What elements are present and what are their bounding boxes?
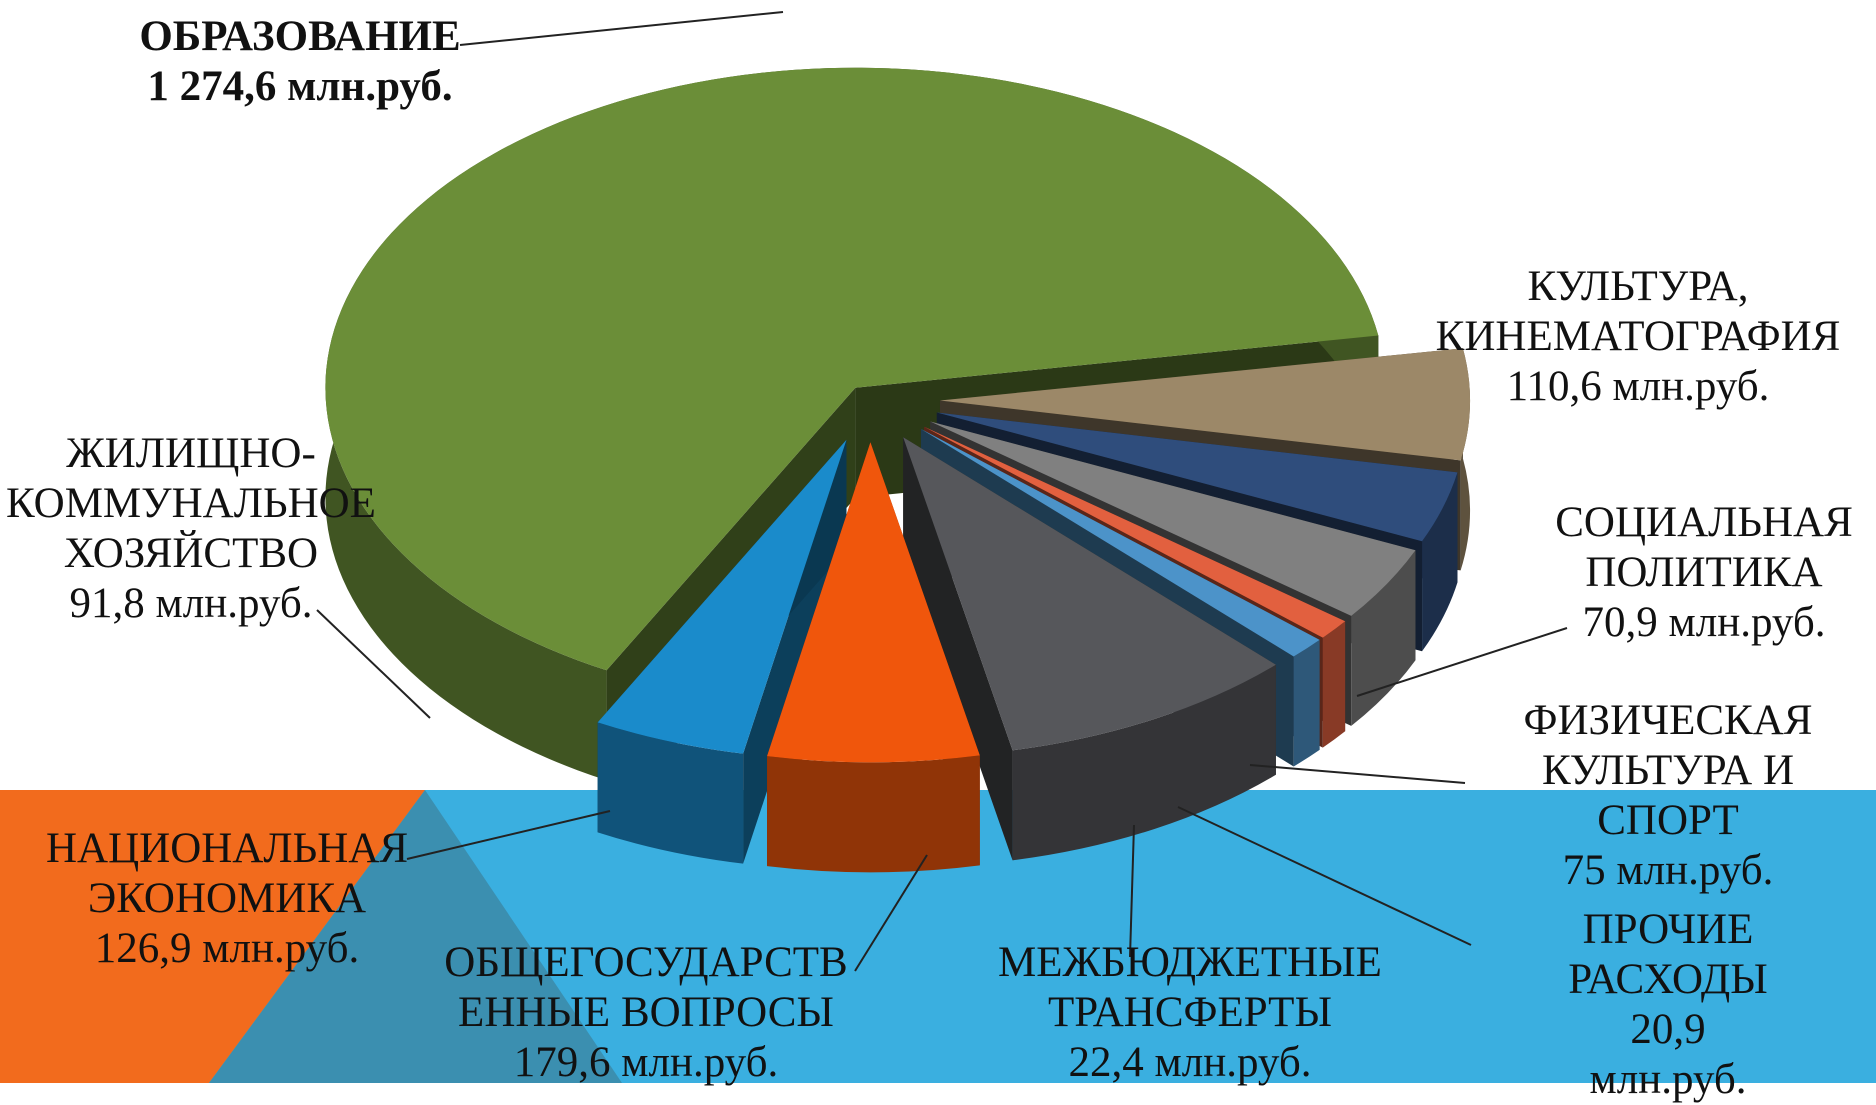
- background-corner: [0, 790, 425, 1083]
- slice-wall: [767, 755, 980, 873]
- slice-label: ЖИЛИЩНО- КОММУНАЛЬНОЕ ХОЗЯЙСТВО 91,8 млн.…: [6, 429, 376, 629]
- slice: [939, 348, 1470, 461]
- category-label: НАЦИОНАЛЬНАЯ ЭКОНОМИКА: [45, 825, 409, 922]
- leader-line: [1177, 806, 1472, 946]
- category-label: ОБЩЕГОСУДАРСТВ ЕННЫЕ ВОПРОСЫ: [444, 939, 848, 1036]
- leader-line: [854, 854, 928, 972]
- leader-line: [1356, 627, 1568, 697]
- slice: [903, 437, 1276, 751]
- slice-label: НАЦИОНАЛЬНАЯ ЭКОНОМИКА 126,9 млн.руб.: [46, 824, 408, 974]
- slice-label: КУЛЬТУРА, КИНЕМАТОГРАФИЯ 110,6 млн.руб.: [1436, 262, 1841, 412]
- category-label: ФИЗИЧЕСКАЯ КУЛЬТУРА И СПОРТ: [1523, 697, 1813, 844]
- value-label: 75 млн.руб.: [1562, 847, 1774, 894]
- leaders: [316, 11, 1568, 972]
- value-label: 20,9 млн.руб.: [1589, 1006, 1747, 1103]
- slice: [920, 428, 1320, 657]
- leader-line: [406, 810, 611, 860]
- category-label: ОБРАЗОВАНИЕ: [139, 13, 461, 60]
- slice-wall: [597, 722, 744, 864]
- background-stripe: [209, 790, 622, 1083]
- value-label: 179,6 млн.руб.: [513, 1039, 779, 1086]
- slice-label: ОБРАЗОВАНИЕ 1 274,6 млн.руб.: [139, 12, 460, 112]
- slice: [924, 426, 1346, 638]
- slice-label: СОЦИАЛЬНАЯ ПОЛИТИКА 70,9 млн.руб.: [1555, 498, 1853, 648]
- slice: [936, 412, 1458, 542]
- leader-line: [1129, 824, 1135, 958]
- slice-label: ПРОЧИЕ РАСХОДЫ 20,9 млн.руб.: [1564, 905, 1772, 1105]
- slice: [597, 439, 847, 754]
- value-label: 22,4 млн.руб.: [1068, 1039, 1312, 1086]
- pie: [325, 67, 1470, 873]
- category-label: КУЛЬТУРА, КИНЕМАТОГРАФИЯ: [1435, 263, 1841, 360]
- value-label: 91,8 млн.руб.: [69, 580, 313, 627]
- slice: [767, 442, 980, 873]
- slice: [903, 437, 1276, 861]
- category-label: СОЦИАЛЬНАЯ ПОЛИТИКА: [1555, 499, 1853, 596]
- value-label: 126,9 млн.руб.: [94, 925, 360, 972]
- slice-label: ФИЗИЧЕСКАЯ КУЛЬТУРА И СПОРТ 75 млн.руб.: [1524, 696, 1813, 896]
- value-label: 110,6 млн.руб.: [1506, 363, 1770, 410]
- slice-label: МЕЖБЮДЖЕТНЫЕ ТРАНСФЕРТЫ 22,4 млн.руб.: [998, 938, 1382, 1088]
- slice-wall: [1322, 621, 1346, 748]
- slice: [930, 421, 1416, 616]
- slice-wall: [1012, 664, 1276, 861]
- leader-line: [1249, 764, 1466, 784]
- value-label: 70,9 млн.руб.: [1582, 599, 1826, 646]
- value-label: 1 274,6 млн.руб.: [147, 63, 453, 110]
- category-label: ПРОЧИЕ РАСХОДЫ: [1568, 906, 1768, 1003]
- slice-label: ОБЩЕГОСУДАРСТВ ЕННЫЕ ВОПРОСЫ 179,6 млн.ру…: [444, 938, 847, 1088]
- slice-wall: [1293, 639, 1320, 767]
- slice: [325, 67, 1379, 671]
- category-label: МЕЖБЮДЖЕТНЫЕ ТРАНСФЕРТЫ: [998, 939, 1382, 1036]
- leader-line: [316, 609, 431, 719]
- slice-wall: [1422, 472, 1458, 652]
- slice-wall: [1351, 550, 1416, 726]
- slice: [767, 442, 980, 763]
- category-label: ЖИЛИЩНО- КОММУНАЛЬНОЕ ХОЗЯЙСТВО: [6, 430, 376, 577]
- leader-line: [459, 11, 784, 46]
- slice-side: [903, 437, 1013, 861]
